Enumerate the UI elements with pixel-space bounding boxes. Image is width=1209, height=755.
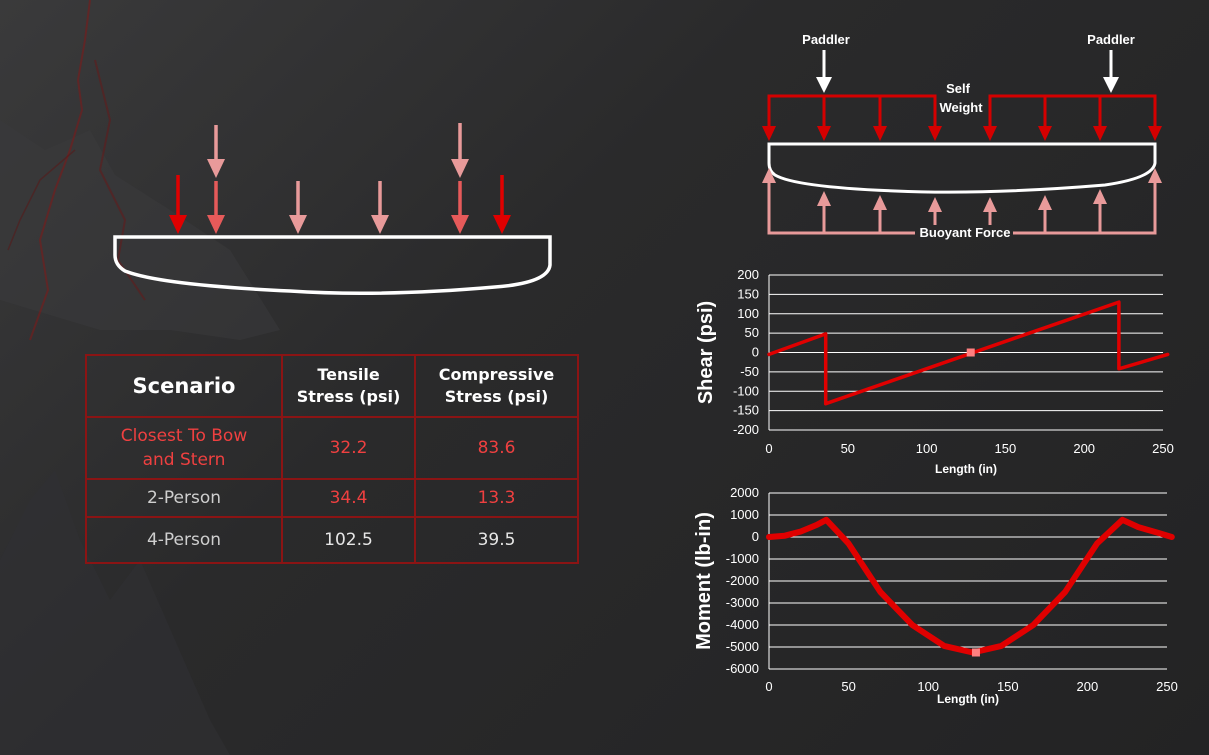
arrow-light-red: [451, 123, 469, 178]
y-tick-label: -2000: [726, 573, 759, 588]
arrow-dark-red: [493, 175, 511, 234]
load-arrows: [169, 123, 511, 234]
cell-compressive: 83.6: [414, 416, 579, 480]
cell-scenario-line2: and Stern: [142, 450, 226, 470]
cell-scenario-line1: Closest To Bow: [120, 426, 248, 446]
y-tick-label: 1000: [730, 507, 759, 522]
x-tick-label: 200: [1073, 441, 1095, 456]
arrow-light-red: [371, 181, 389, 234]
paddler-label-right: Paddler: [1087, 32, 1135, 47]
header-tensile: Tensile Stress (psi): [281, 354, 416, 418]
x-tick-label: 50: [841, 679, 855, 694]
y-axis-label: Shear (psi): [695, 301, 717, 404]
cell-tensile: 34.4: [281, 478, 416, 518]
y-tick-label: 150: [737, 286, 759, 301]
lightning-streak-3: [7, 149, 76, 251]
series-line: [766, 516, 1175, 656]
y-tick-label: -6000: [726, 661, 759, 676]
x-axis-label: Length (in): [935, 462, 997, 476]
mountain-shape-low: [0, 470, 230, 755]
x-tick-label: 50: [841, 441, 855, 456]
lightning-streak: [29, 0, 91, 341]
header-scenario: Scenario: [85, 354, 283, 418]
y-axis-label: Moment (lb-in): [693, 512, 715, 650]
self-weight-arrows: [767, 94, 1157, 128]
table-row: Closest To Bow and Stern 32.2 83.6: [85, 416, 579, 480]
arrow-dark-red: [169, 175, 187, 234]
arrow-mid-red: [207, 181, 225, 234]
cell-compressive: 39.5: [414, 516, 579, 564]
moment-chart: 2000 1000 0 -1000 -2000 -3000 -4000 -5000 -6000 0…: [693, 485, 1178, 706]
header-tensile-line2: Stress (psi): [296, 387, 401, 406]
y-tick-label: 200: [737, 267, 759, 282]
data-point-marker: [971, 648, 980, 657]
lightning-streak-2: [94, 59, 146, 301]
x-tick-label: 100: [916, 441, 938, 456]
x-tick-label: 0: [765, 441, 772, 456]
shear-chart: 200 150 100 50 0 -50 -100 -150 -200 0 50 100 150 200 2…: [695, 267, 1174, 476]
y-tick-label: -5000: [726, 639, 759, 654]
x-tick-label: 100: [917, 679, 939, 694]
x-tick-label: 150: [995, 441, 1017, 456]
data-point-marker: [966, 348, 975, 357]
y-tick-label: -1000: [726, 551, 759, 566]
x-tick-label: 0: [765, 679, 772, 694]
y-tick-label: -150: [733, 403, 759, 418]
x-tick-label: 250: [1152, 441, 1174, 456]
cell-scenario: 2-Person: [85, 478, 283, 518]
cell-tensile: 32.2: [281, 416, 416, 480]
buoyant-arrowheads: [762, 168, 1162, 212]
table-header-row: Scenario Tensile Stress (psi) Compressiv…: [85, 354, 579, 418]
self-weight-arrowheads: [762, 126, 1162, 141]
y-tick-label: -200: [733, 422, 759, 437]
cell-scenario: Closest To Bow and Stern: [85, 416, 283, 480]
paddler-arrow: [816, 50, 832, 93]
cell-compressive: 13.3: [414, 478, 579, 518]
canoe-hull: [113, 235, 552, 295]
table-row: 2-Person 34.4 13.3: [85, 478, 579, 518]
y-tick-label: 0: [752, 529, 759, 544]
header-tensile-line1: Tensile: [317, 365, 380, 384]
y-tick-label: -100: [733, 383, 759, 398]
y-tick-label: -4000: [726, 617, 759, 632]
header-compressive-line2: Stress (psi): [444, 387, 549, 406]
self-weight-label-line2: Weight: [939, 100, 983, 115]
buoyant-force-label: Buoyant Force: [919, 225, 1010, 240]
canoe-hull: [767, 142, 1157, 194]
y-tick-label: 2000: [730, 485, 759, 500]
y-tick-label: 0: [752, 345, 759, 360]
y-tick-label: 100: [737, 306, 759, 321]
buoyant-arrows: [767, 181, 1157, 235]
free-body-diagram: Paddler Paddler Self Weight: [762, 32, 1162, 240]
self-weight-label-line1: Self: [946, 81, 971, 96]
canoe-load-diagram: [113, 123, 552, 295]
x-tick-label: 150: [997, 679, 1019, 694]
stress-table: Scenario Tensile Stress (psi) Compressiv…: [85, 354, 579, 564]
arrow-light-red: [289, 181, 307, 234]
paddler-label-left: Paddler: [802, 32, 850, 47]
cell-scenario: 4-Person: [85, 516, 283, 564]
paddler-arrow: [1103, 50, 1119, 93]
y-tick-label: -50: [740, 364, 759, 379]
arrow-mid-red: [451, 181, 469, 234]
header-compressive: Compressive Stress (psi): [414, 354, 579, 418]
y-tick-label: -3000: [726, 595, 759, 610]
x-axis-label: Length (in): [937, 692, 999, 706]
cell-tensile: 102.5: [281, 516, 416, 564]
y-tick-label: 50: [745, 325, 759, 340]
table-row: 4-Person 102.5 39.5: [85, 516, 579, 564]
header-compressive-line1: Compressive: [438, 365, 555, 384]
arrow-light-red: [207, 125, 225, 178]
x-tick-label: 250: [1156, 679, 1178, 694]
x-tick-label: 200: [1077, 679, 1099, 694]
